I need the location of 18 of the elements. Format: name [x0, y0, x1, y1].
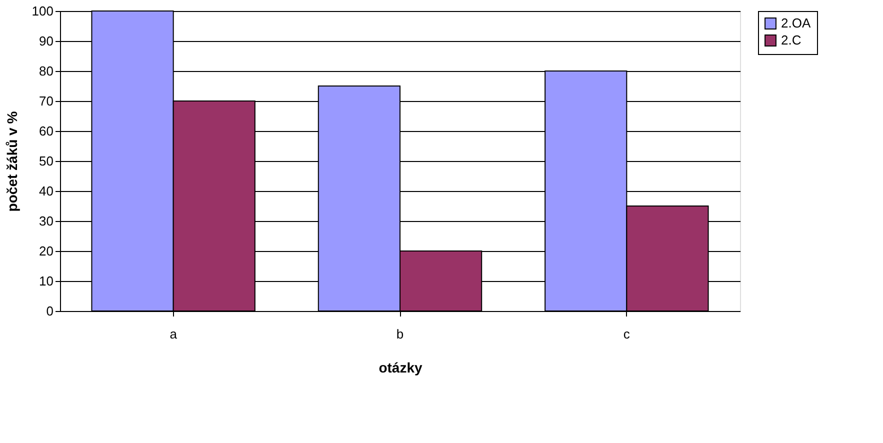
y-tick-label: 60 [39, 124, 54, 138]
x-tick-label: c [623, 326, 630, 342]
y-tick-label: 40 [39, 184, 54, 198]
y-tick-label: 80 [39, 64, 54, 78]
x-tick-label: b [396, 326, 404, 342]
y-axis-title: počet žáků v % [4, 110, 20, 212]
y-tick-label: 0 [46, 304, 54, 318]
y-tick-label: 70 [39, 94, 54, 108]
legend-label: 2.C [781, 32, 802, 48]
x-tick-label: a [170, 326, 178, 342]
y-tick-label: 50 [39, 154, 54, 168]
y-tick-label: 90 [39, 34, 54, 48]
y-tick-label: 20 [39, 244, 54, 258]
y-tick-label: 10 [39, 274, 54, 288]
x-axis-title: otázky [378, 360, 422, 376]
legend-label: 2.OA [781, 16, 811, 30]
y-tick-label: 30 [39, 214, 54, 228]
y-tick-label: 100 [32, 4, 54, 18]
